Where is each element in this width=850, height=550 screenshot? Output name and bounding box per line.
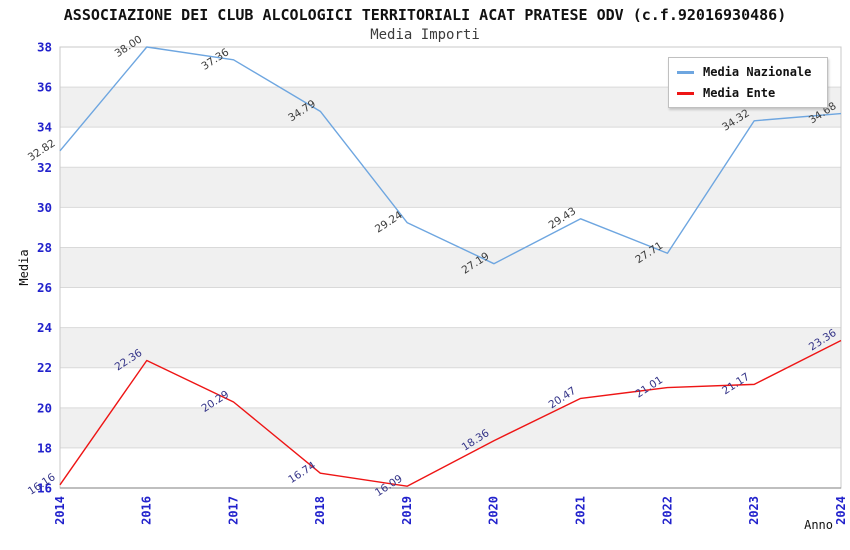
y-tick-label: 36	[37, 80, 52, 95]
page-title: ASSOCIAZIONE DEI CLUB ALCOLOGICI TERRITO…	[63, 6, 787, 24]
y-tick-label: 32	[37, 160, 52, 175]
x-tick-label: 2018	[313, 496, 327, 525]
y-tick-label: 18	[37, 440, 52, 455]
legend-item-media-ente: Media Ente	[677, 86, 819, 100]
plot-band	[60, 167, 841, 208]
y-tick-label: 24	[37, 320, 52, 335]
x-tick-label: 2019	[400, 496, 414, 525]
y-tick-label: 26	[37, 280, 52, 295]
x-tick-label: 2023	[747, 496, 761, 525]
y-tick-label: 34	[37, 120, 52, 135]
x-tick-label: 2014	[53, 496, 67, 525]
plot-band	[60, 367, 841, 408]
plot-band	[60, 287, 841, 328]
y-tick-label: 16	[37, 481, 52, 496]
x-axis-title: Anno	[804, 518, 833, 532]
y-tick-label: 22	[37, 360, 52, 375]
series-line-media-nazionale	[59, 46, 842, 265]
plot-band	[60, 327, 841, 368]
y-tick-label: 28	[37, 240, 52, 255]
x-tick-label: 2016	[140, 496, 154, 525]
plot-band	[60, 247, 841, 288]
x-tick-label: 2022	[660, 496, 674, 525]
y-tick-label: 20	[37, 400, 52, 415]
plot-band	[60, 127, 841, 168]
x-tick-label: 2020	[487, 496, 501, 525]
y-tick-label: 38	[37, 40, 52, 55]
x-tick-label: 2024	[834, 496, 848, 525]
x-tick-label: 2017	[226, 496, 240, 525]
legend-item-media-nazionale: Media Nazionale	[677, 65, 819, 79]
legend: Media Nazionale Media Ente	[668, 57, 828, 108]
plot-band	[60, 207, 841, 248]
series-line-media-ente	[59, 339, 842, 487]
y-tick-label: 30	[37, 200, 52, 215]
legend-line-swatch-blue	[677, 70, 694, 74]
legend-line-swatch-red	[677, 91, 694, 95]
chart-subtitle: Media Importi	[370, 27, 480, 43]
y-axis-title: Media	[17, 249, 31, 285]
plot-band	[60, 407, 841, 448]
x-tick-label: 2021	[574, 496, 588, 525]
legend-label-media-nazionale: Media Nazionale	[703, 65, 812, 79]
plot-band	[60, 447, 841, 488]
legend-label-media-ente: Media Ente	[703, 86, 776, 100]
